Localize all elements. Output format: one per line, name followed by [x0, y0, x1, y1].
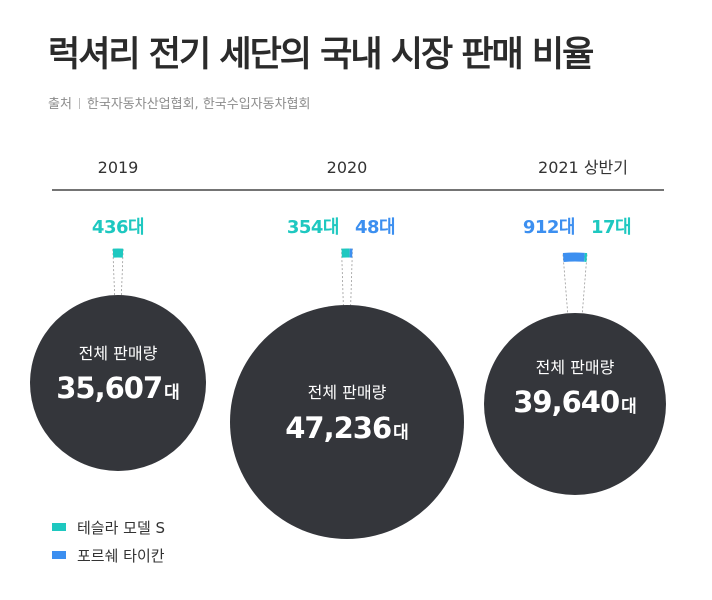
slice-value-label: 17대 [591, 217, 631, 238]
slice-value-label: 912대 [523, 217, 575, 238]
legend-swatch-tesla [52, 523, 66, 531]
guide-line [112, 248, 119, 384]
total-caption: 전체 판매량 [308, 383, 387, 402]
source-divider [78, 98, 80, 109]
source-text: 한국자동차산업협회, 한국수입자동차협회 [86, 97, 311, 112]
total-caption: 전체 판매량 [79, 344, 158, 363]
total-value-label: 39,640 대 [513, 385, 637, 419]
period-label: 2021 상반기 [538, 158, 628, 177]
source-label: 출처 [48, 97, 72, 112]
period-label: 2020 [327, 158, 368, 177]
slice-value-label: 436대 [92, 217, 144, 238]
chart-title: 럭셔리 전기 세단의 국내 시장 판매 비율 [48, 35, 594, 75]
legend-swatch-porsche [52, 551, 66, 559]
total-circle [230, 305, 464, 539]
total-circle [484, 313, 666, 495]
source-line: 출처 한국자동차산업협회, 한국수입자동차협회 [48, 93, 310, 112]
guide-line [117, 248, 124, 384]
slice-value-label: 48대 [355, 217, 395, 238]
total-value-label: 47,236 대 [285, 411, 409, 445]
slice-value-label: 354대 [287, 217, 339, 238]
total-value-label: 35,607 대 [56, 371, 180, 405]
legend-item-tesla: 테슬라 모델 S [52, 513, 165, 541]
legend-item-porsche: 포르쉐 타이칸 [52, 541, 165, 569]
legend-label-tesla: 테슬라 모델 S [77, 518, 166, 537]
legend: 테슬라 모델 S 포르쉐 타이칸 [52, 513, 165, 569]
total-circle [30, 295, 206, 471]
legend-label-porsche: 포르쉐 타이칸 [77, 546, 165, 565]
period-label: 2019 [98, 158, 139, 177]
total-caption: 전체 판매량 [536, 358, 615, 377]
